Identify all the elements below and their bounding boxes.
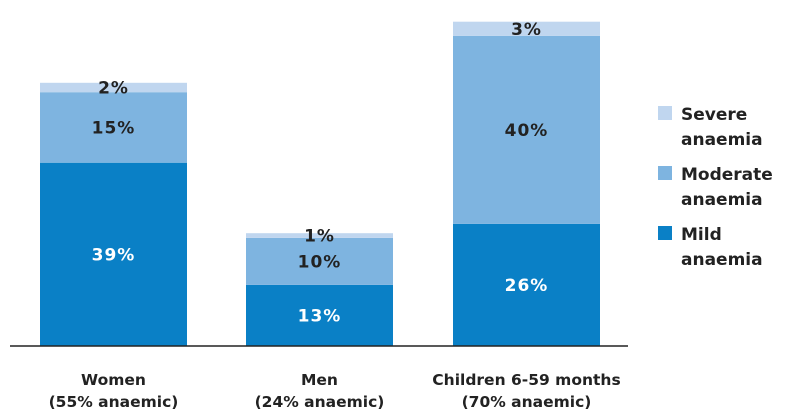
bar-segment-children-6-59-months-severe-anaemia: [453, 21, 600, 36]
category-label-men: Men: [301, 371, 338, 389]
bar-segment-men-severe-anaemia: [246, 233, 393, 238]
bar-segment-children-6-59-months-moderate-anaemia: [453, 35, 600, 224]
legend-label-moderate: Moderate anaemia: [681, 165, 773, 210]
legend-item-severe: Severe anaemia: [658, 103, 781, 153]
legend-label-severe: Severe anaemia: [681, 105, 763, 150]
bar-segment-men-moderate-anaemia: [246, 237, 393, 285]
legend-swatch-severe: [658, 106, 672, 120]
legend-item-mild: Mild anaemia: [658, 223, 781, 273]
legend-item-moderate: Moderate anaemia: [658, 163, 781, 213]
legend-label-mild: Mild anaemia: [681, 225, 763, 270]
data-label-children-6-59-months-severe-anaemia: 3%: [511, 20, 542, 40]
data-label-women-mild-anaemia: 39%: [92, 245, 136, 265]
bars-group: 39% 15% 2% 13% 10% 1% 26% 40% 3%: [40, 20, 600, 346]
bar-segment-men-mild-anaemia: [246, 284, 393, 346]
legend: Severe anaemia Moderate anaemia Mild ana…: [658, 103, 781, 283]
data-label-men-severe-anaemia: 1%: [304, 227, 335, 247]
legend-swatch-moderate: [658, 166, 672, 180]
bar-segment-women-moderate-anaemia: [40, 92, 187, 163]
data-label-men-moderate-anaemia: 10%: [298, 252, 342, 272]
data-label-women-moderate-anaemia: 15%: [92, 118, 136, 138]
bar-segment-women-mild-anaemia: [40, 162, 187, 346]
category-label-women: Women: [81, 371, 146, 389]
data-label-children-6-59-months-moderate-anaemia: 40%: [505, 121, 549, 141]
category-label-children-6-59-months: Children 6-59 months: [432, 371, 620, 389]
category-sublabel-men: (24% anaemic): [255, 393, 385, 411]
category-sublabel-women: (55% anaemic): [49, 393, 179, 411]
category-sublabel-children-6-59-months: (70% anaemic): [462, 393, 592, 411]
data-label-children-6-59-months-mild-anaemia: 26%: [505, 276, 549, 296]
bar-segment-children-6-59-months-mild-anaemia: [453, 223, 600, 346]
legend-swatch-mild: [658, 226, 672, 240]
category-labels-group: Women (55% anaemic) Men (24% anaemic) Childr…: [49, 371, 621, 411]
data-label-men-mild-anaemia: 13%: [298, 306, 342, 326]
data-label-women-severe-anaemia: 2%: [98, 79, 129, 99]
bar-segment-women-severe-anaemia: [40, 82, 187, 93]
